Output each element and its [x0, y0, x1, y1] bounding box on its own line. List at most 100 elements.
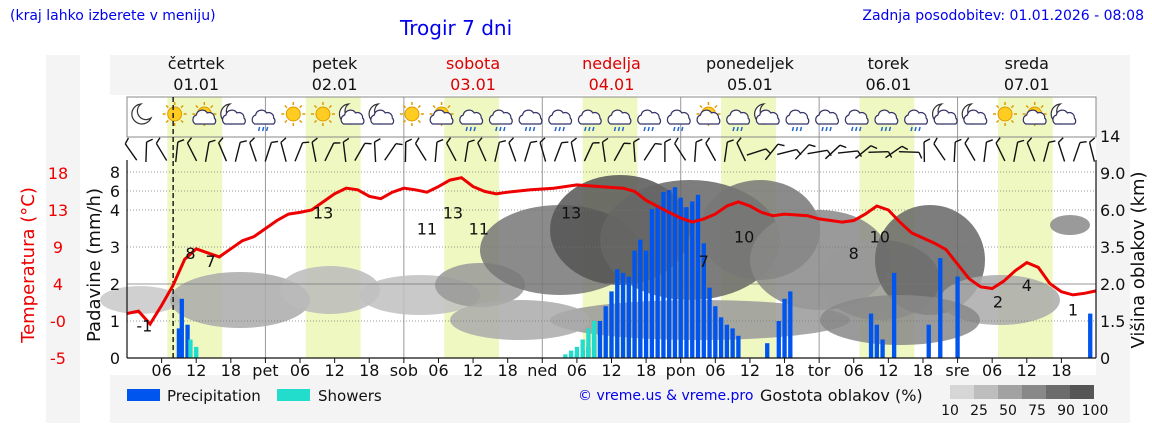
wind-barb [983, 139, 993, 163]
temperature-value-label: 13 [561, 203, 581, 222]
rain-drop [524, 126, 528, 132]
icon-row-frame [126, 96, 1097, 138]
wind-feather [695, 138, 703, 143]
day-name: četrtek [168, 54, 226, 73]
credits-link[interactable]: © vreme.us & vreme.pro [578, 388, 754, 404]
temperature-value-label: 8 [185, 244, 195, 263]
cloud-sun-icon [696, 102, 721, 126]
height-tick-label: 2.0 [1100, 275, 1125, 294]
temperature-value-label: 2 [993, 292, 1003, 311]
rain-cloud-icon [637, 109, 662, 132]
shower-bar [194, 346, 199, 358]
cloud-legend-level: 25 [970, 403, 988, 419]
cloud-shape [933, 109, 958, 125]
wind-feather [186, 137, 193, 144]
x-tick-label: 12 [463, 361, 483, 380]
cloud-legend-level: 10 [941, 403, 959, 419]
wind-shaft [1057, 142, 1066, 162]
x-tick-label: 18 [497, 361, 517, 380]
showers-legend-swatch [277, 389, 310, 401]
precipitation-bar [868, 313, 874, 358]
sun-ray [1010, 119, 1015, 124]
wind-barb [854, 145, 878, 159]
wind-barb [664, 138, 672, 162]
precipitation-bar [179, 298, 184, 358]
wind-barb [434, 138, 444, 163]
precipitation-bar [643, 250, 649, 358]
wind-barb [705, 137, 717, 162]
day-date: 01.01 [173, 75, 219, 94]
cloud-shape [874, 109, 899, 125]
rain-drop [673, 126, 676, 132]
wind-barb [145, 138, 153, 163]
wind-feather [727, 139, 734, 143]
wind-feather [570, 137, 577, 143]
x-tick-label: 06 [982, 361, 1002, 380]
wind-feather [414, 137, 420, 144]
x-tick-label: 06 [844, 361, 864, 380]
wind-feather [374, 138, 381, 143]
moon-cloud-icon [1050, 103, 1077, 125]
wind-feather [901, 145, 909, 151]
wind-barb [643, 142, 662, 161]
wind-shaft [234, 142, 241, 162]
sun-ray [313, 119, 318, 124]
temperature-value-label: 7 [699, 252, 709, 271]
wind-barb [723, 139, 734, 163]
shower-bar [563, 354, 568, 358]
x-tick-label: 18 [636, 361, 656, 380]
sun-ray [402, 119, 407, 124]
precip-tick-label: 2 [110, 275, 120, 294]
wind-barb [311, 137, 318, 162]
rain-drop [621, 126, 625, 132]
precipitation-bar [713, 306, 718, 358]
wind-shaft [570, 142, 577, 162]
precipitation-bar [874, 324, 879, 358]
rain-cloud-icon [459, 109, 484, 132]
cloud-blob [280, 266, 380, 314]
rain-drop [918, 126, 921, 132]
wind-barb [1072, 140, 1087, 162]
shower-bar [188, 339, 193, 358]
height-tick-label: 14 [1100, 127, 1120, 146]
x-tick-label: tor [808, 361, 831, 380]
shower-bar [574, 346, 580, 358]
showers-legend-label: Showers [318, 387, 382, 405]
wind-barb [746, 148, 772, 156]
temperature-value-label: 10 [734, 228, 754, 247]
wind-shaft [723, 141, 728, 163]
wind-shaft [446, 142, 457, 162]
rain-cloud-icon [607, 109, 632, 132]
wind-shaft [854, 145, 872, 159]
temperature-axis-title: Temperatura (°C) [18, 187, 39, 344]
wind-barb [446, 137, 457, 162]
moon-cloud-icon [368, 103, 395, 125]
wind-feather [240, 140, 247, 143]
cloud-shape [785, 109, 810, 125]
cloud-shape [518, 109, 543, 125]
wind-feather [477, 137, 483, 144]
x-tick-label: 18 [774, 361, 794, 380]
x-tick-label: 06 [567, 361, 587, 380]
precipitation-bar [632, 250, 637, 358]
rain-drop [884, 126, 888, 132]
height-tick-label: 9.0 [1100, 164, 1125, 183]
wind-feather [436, 138, 444, 143]
cloud-shape [666, 109, 691, 125]
sun-shape [167, 106, 183, 122]
rain-drop [799, 126, 803, 132]
cloud-blob [1050, 215, 1090, 235]
precipitation-bar [620, 272, 626, 358]
temperature-value-label: 7 [206, 252, 216, 271]
wind-feather [467, 139, 475, 143]
wind-shaft [1013, 142, 1019, 162]
wind-shaft [494, 142, 501, 162]
sun-ray [328, 104, 332, 109]
rain-cloud-icon [904, 109, 928, 132]
wind-barb [933, 137, 946, 161]
sun-ray [328, 119, 332, 124]
wind-barb [324, 142, 341, 162]
wind-shaft [539, 142, 547, 162]
